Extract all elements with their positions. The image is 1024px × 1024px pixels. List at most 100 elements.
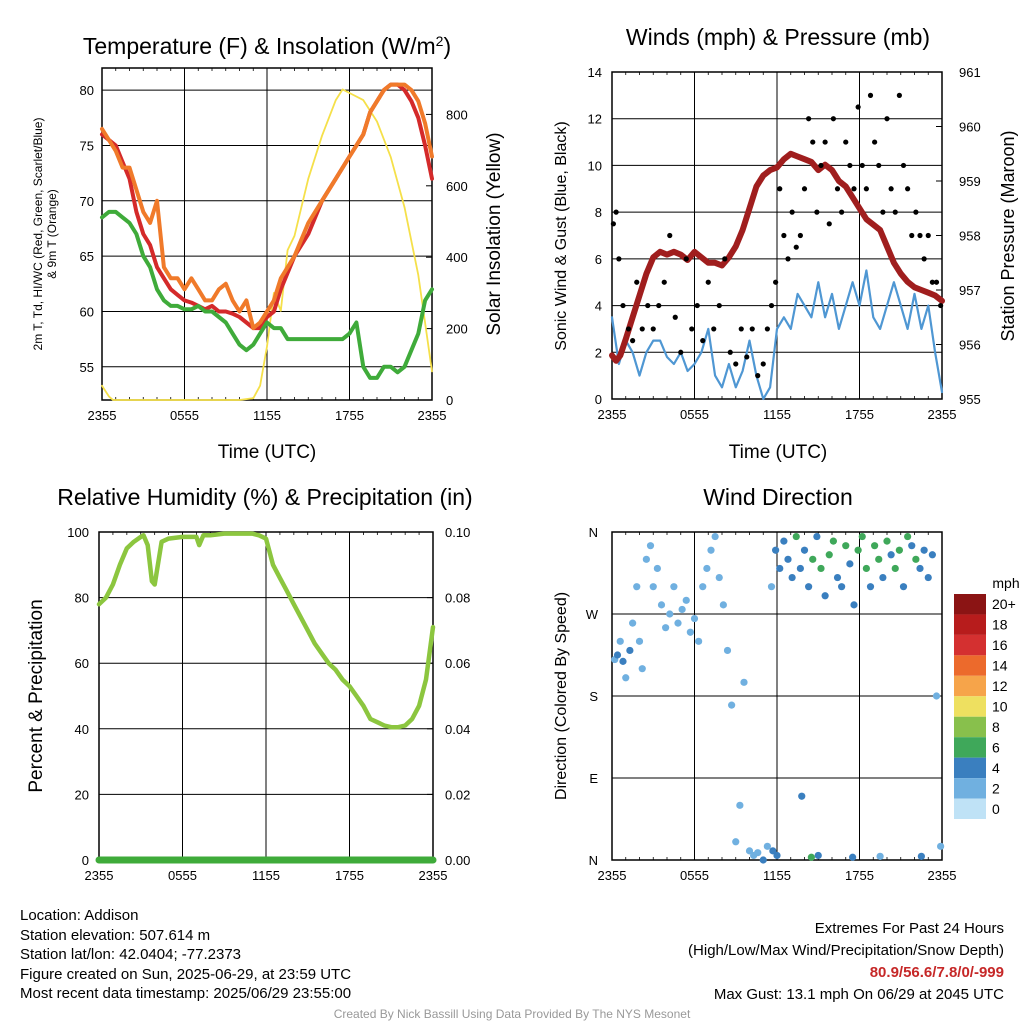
gust-point [672, 314, 678, 320]
direction-point [805, 583, 813, 591]
direction-point [613, 651, 622, 659]
x-tick-label: 0555 [680, 868, 709, 883]
gust-point [650, 326, 656, 332]
x-tick-label: 0555 [170, 408, 199, 423]
direction-point [792, 532, 800, 541]
y-tick-label: 75 [80, 138, 94, 153]
x-tick-label: 0555 [680, 407, 709, 422]
direction-point [740, 678, 748, 686]
series-line-wind [610, 269, 944, 401]
direction-point [745, 847, 754, 855]
direction-point [788, 573, 796, 582]
direction-point [862, 564, 870, 573]
direction-point [821, 592, 829, 600]
gust-point [917, 232, 923, 239]
direction-point [723, 646, 732, 655]
direction-point [838, 583, 846, 591]
gust-point [801, 186, 808, 192]
direction-point [699, 583, 707, 591]
extremes-info: Extremes For Past 24 Hours (High/Low/Max… [688, 918, 1004, 1006]
direction-point [736, 801, 744, 809]
direction-point [833, 573, 842, 582]
gust-point [925, 232, 931, 239]
gust-point [738, 326, 744, 332]
y2-tick-label: 0.02 [445, 787, 470, 802]
gust-point [785, 256, 791, 262]
x-tick-label: 2355 [88, 408, 117, 423]
gust-point [694, 302, 700, 309]
gust-point [733, 361, 739, 367]
series-line-rh [96, 531, 436, 730]
colorbar-swatch [954, 716, 986, 738]
gust-point [810, 139, 816, 145]
y2-tick-label: 959 [959, 174, 981, 189]
y-tick-label: 60 [80, 304, 94, 319]
colorbar-label: 4 [992, 760, 1000, 776]
gust-point [616, 256, 622, 262]
x-tick-label: 1755 [335, 868, 364, 883]
colorbar-label: 18 [992, 617, 1008, 633]
direction-point [917, 852, 925, 860]
direction-point [883, 537, 891, 545]
direction-point [653, 564, 661, 573]
direction-point [703, 564, 711, 573]
direction-point [879, 573, 887, 582]
direction-point [829, 537, 837, 545]
gust-point [913, 209, 919, 215]
recent-data-text: Most recent data timestamp: 2025/06/29 2… [20, 985, 352, 1003]
y-tick-label: 60 [75, 656, 89, 671]
direction-point [678, 605, 686, 614]
direction-point [707, 546, 715, 554]
direction-point [800, 546, 809, 554]
colorbar-title: mph [992, 575, 1019, 591]
direction-point [875, 555, 883, 563]
x-tick-label: 1155 [763, 868, 791, 883]
direction-point [924, 573, 932, 582]
direction-point [657, 601, 666, 609]
x-tick-label: 2355 [419, 868, 448, 883]
direction-point [616, 637, 624, 645]
direction-point [796, 564, 804, 573]
x-tick-label: 0555 [168, 868, 197, 883]
y-tick-label: 40 [75, 722, 89, 737]
direction-point [904, 532, 912, 541]
colorbar-label: 14 [992, 658, 1008, 674]
series-line-pressure [609, 150, 945, 364]
direction-point [759, 856, 767, 864]
colorbar-label: 12 [992, 678, 1008, 694]
gust-point [630, 338, 636, 344]
direction-point [619, 657, 627, 665]
created-text: Figure created on Sun, 2025-06-29, at 23… [20, 965, 352, 983]
y2-tick-label: 961 [959, 65, 981, 80]
y-axis-label: Sonic Wind & Gust (Blue, Black) [553, 121, 570, 350]
gust-point [859, 162, 865, 169]
y-tick-label: 0 [595, 392, 602, 407]
gust-point [851, 186, 857, 192]
direction-point [622, 674, 630, 682]
direction-point [814, 851, 822, 860]
gust-point [847, 162, 853, 169]
gust-point [818, 162, 824, 169]
colorbar-swatch [954, 634, 986, 656]
direction-point [763, 842, 771, 850]
y-tick-label: 10 [588, 158, 602, 173]
gust-point [797, 232, 803, 239]
gust-point [834, 186, 841, 192]
colorbar-swatch [954, 675, 986, 697]
colorbar-swatch [954, 655, 986, 676]
y-tick-label: 14 [588, 65, 602, 80]
direction-point [798, 792, 806, 800]
direction-point [817, 564, 825, 573]
y-tick-label: 80 [75, 591, 89, 606]
gust-point [705, 279, 711, 285]
gust-point [892, 209, 898, 215]
credit-text: Created By Nick Bassill Using Data Provi… [333, 1007, 691, 1021]
direction-point [813, 532, 821, 541]
gust-point [843, 139, 849, 145]
gust-point [760, 361, 766, 367]
gust-point [716, 302, 722, 309]
gust-point [656, 302, 662, 309]
gust-point [744, 354, 750, 360]
direction-point [899, 583, 908, 591]
